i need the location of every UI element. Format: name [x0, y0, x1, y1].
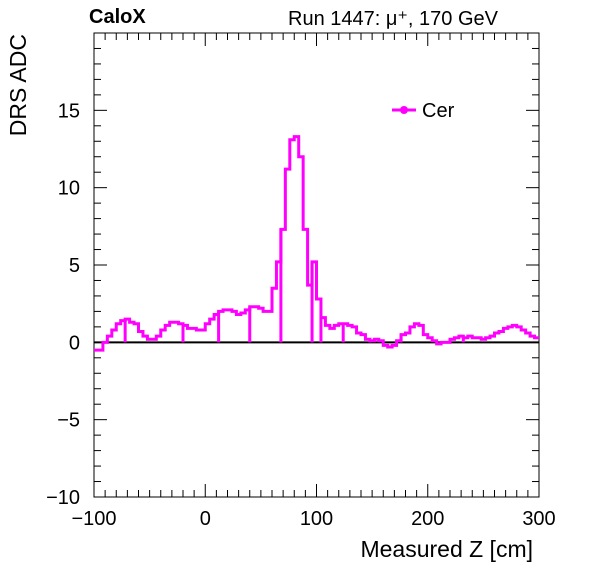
x-tick-label: 200	[411, 508, 444, 530]
y-axis-label: DRS ADC	[5, 34, 31, 136]
series-marks	[94, 135, 539, 352]
legend-cer-label: Cer	[422, 100, 455, 122]
x-tick-label: 100	[300, 508, 333, 530]
y-tick-label: 5	[69, 255, 80, 277]
run-info-label: Run 1447: μ⁺, 170 GeV	[288, 8, 498, 30]
y-tick-label: −10	[46, 487, 80, 509]
series-cer-step-line	[94, 135, 539, 352]
y-tick-label: −5	[57, 410, 80, 432]
y-tick-label: 0	[69, 332, 80, 354]
x-tick-label: 0	[200, 508, 211, 530]
x-tick-label: 300	[522, 508, 555, 530]
legend-cer-marker	[400, 106, 408, 114]
legend: Cer	[392, 100, 455, 122]
brand-label: CaloX	[89, 6, 146, 28]
x-tick-label: −100	[71, 508, 116, 530]
x-axis-label: Measured Z [cm]	[360, 536, 533, 562]
y-tick-label: 10	[58, 178, 80, 200]
axis-labels: −100 0 100 200 300 −10 −5 0 5 10 15 Measured Z [cm]…	[5, 34, 556, 562]
axes	[93, 32, 540, 498]
y-tick-label: 15	[58, 100, 80, 122]
